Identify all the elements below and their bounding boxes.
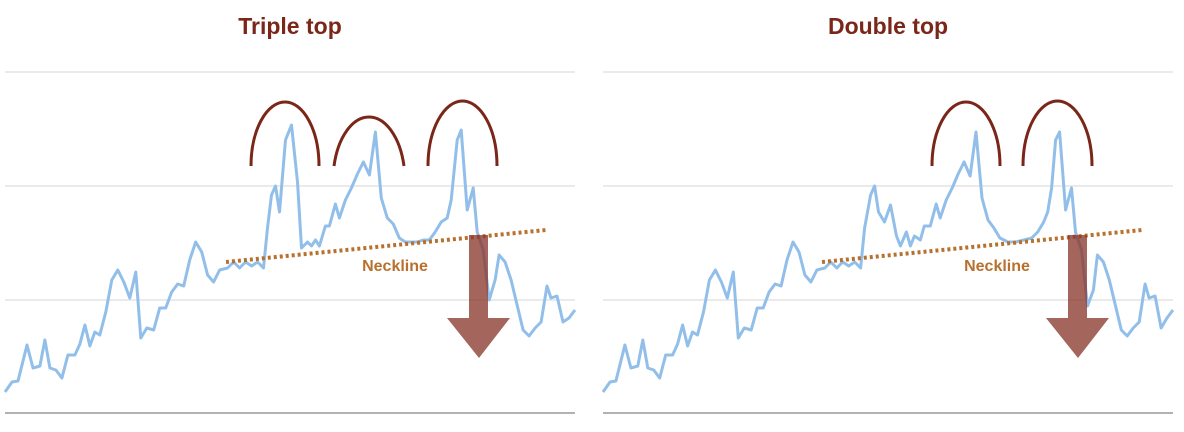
peak-arc [249, 100, 321, 167]
peak-arc [426, 99, 499, 167]
line [3, 123, 577, 393]
chart-title: Triple top [238, 13, 342, 39]
peak-arc [1021, 99, 1094, 167]
peak-arc [930, 100, 1002, 167]
peak-arc [332, 115, 406, 167]
line [601, 130, 1175, 393]
annotation: Neckline [362, 258, 428, 275]
arrow [447, 235, 510, 358]
annotation: Neckline [964, 258, 1030, 275]
arrow [1046, 235, 1109, 358]
panel [601, 71, 1175, 414]
chart-title: Double top [828, 13, 948, 39]
